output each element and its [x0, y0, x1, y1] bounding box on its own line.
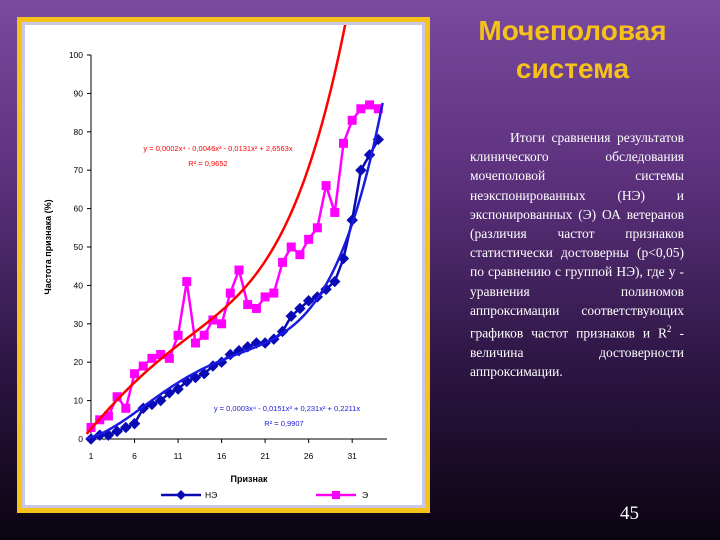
data-point-e: [173, 330, 183, 340]
trendline-ne: [86, 102, 384, 440]
data-point-e: [278, 257, 288, 267]
data-point-e: [356, 104, 366, 114]
legend-marker-ne: [176, 490, 186, 500]
data-point-e: [295, 250, 305, 260]
x-tick-label: 1: [89, 451, 94, 461]
trendline-r2-ne: R² = 0,9907: [264, 419, 303, 428]
x-tick-label: 31: [347, 451, 357, 461]
data-point-e: [347, 115, 357, 125]
x-tick-label: 26: [304, 451, 314, 461]
y-tick-label: 30: [74, 319, 84, 329]
slide-body-text: Итоги сравнения результатов клинического…: [470, 128, 684, 381]
data-point-e: [243, 300, 253, 310]
data-point-e: [260, 292, 270, 302]
y-tick-label: 60: [74, 204, 84, 214]
y-tick-label: 20: [74, 357, 84, 367]
y-tick-label: 100: [69, 50, 83, 60]
x-tick-label: 16: [217, 451, 227, 461]
data-point-e: [147, 353, 157, 363]
data-point-e: [190, 338, 200, 348]
data-point-ne: [329, 275, 341, 288]
legend-marker-e: [332, 491, 340, 499]
data-point-e: [130, 369, 140, 379]
x-axis-title: Признак: [231, 474, 268, 484]
data-point-ne: [154, 394, 167, 407]
body-text-tail: - величина достоверности аппроксимации.: [470, 325, 684, 379]
legend-label-e: Э: [362, 490, 368, 500]
data-point-ne: [128, 417, 141, 430]
trendline-equation-ne: y = 0,0003x⁴ - 0,0151x³ + 0,231x² + 0,22…: [214, 404, 361, 413]
trendline-r2-e: R² = 0,9652: [188, 159, 227, 168]
data-point-e: [103, 411, 113, 421]
chart-frame: 0 10 20 30 40 50 60 70 80 90 100 1 6 11 16 21 26 31 Призна…: [17, 17, 430, 513]
y-tick-label: 50: [74, 242, 84, 252]
data-point-e: [330, 207, 340, 217]
y-tick-label: 0: [78, 434, 83, 444]
data-point-e: [164, 353, 174, 363]
x-tick-label: 6: [132, 451, 137, 461]
legend: НЭ Э: [161, 490, 368, 500]
page-number: 45: [620, 503, 639, 524]
x-tick-label: 11: [174, 451, 183, 461]
data-point-e: [365, 100, 375, 110]
data-point-e: [138, 361, 148, 371]
trendline-e: [85, 25, 347, 435]
data-point-ne: [355, 164, 367, 176]
legend-label-ne: НЭ: [205, 490, 217, 500]
y-tick-label: 40: [74, 280, 84, 290]
data-point-e: [286, 242, 296, 252]
data-point-ne: [120, 421, 132, 434]
data-point-e: [182, 277, 192, 287]
y-tick-label: 80: [74, 127, 84, 137]
data-point-e: [234, 265, 244, 275]
data-point-e: [251, 303, 261, 313]
data-point-e: [225, 288, 235, 298]
data-point-e: [121, 403, 131, 413]
trendline-equation-e: y = 0,0002x⁴ - 0,0046x³ - 0,0131x² + 2,6…: [143, 144, 292, 153]
data-point-e: [321, 181, 331, 191]
x-tick-label: 21: [260, 451, 270, 461]
data-point-e: [338, 138, 348, 148]
y-tick-label: 70: [74, 165, 84, 175]
data-point-e: [199, 330, 209, 340]
chart-panel: 0 10 20 30 40 50 60 70 80 90 100 1 6 11 16 21 26 31 Призна…: [25, 25, 422, 505]
data-point-e: [269, 288, 279, 298]
data-point-ne: [294, 302, 306, 315]
data-point-ne: [172, 383, 184, 395]
y-tick-label: 90: [74, 88, 84, 98]
data-point-e: [217, 319, 227, 329]
slide-title: Мочеполовая система: [450, 12, 695, 88]
slide-title-line-2: система: [515, 53, 630, 84]
data-point-ne: [302, 295, 315, 307]
data-point-e: [304, 234, 314, 244]
y-tick-label: 10: [74, 396, 84, 406]
data-point-ne: [198, 368, 210, 380]
data-point-ne: [111, 425, 123, 438]
data-point-e: [312, 223, 322, 233]
body-text-superscript: 2: [667, 324, 672, 335]
body-text-main: Итоги сравнения результатов клинического…: [470, 130, 684, 341]
series-line-ne: [90, 138, 380, 441]
slide-title-line-1: Мочеполовая: [478, 15, 667, 46]
y-axis-title: Частота признака (%): [43, 199, 53, 294]
data-point-ne: [285, 310, 297, 322]
